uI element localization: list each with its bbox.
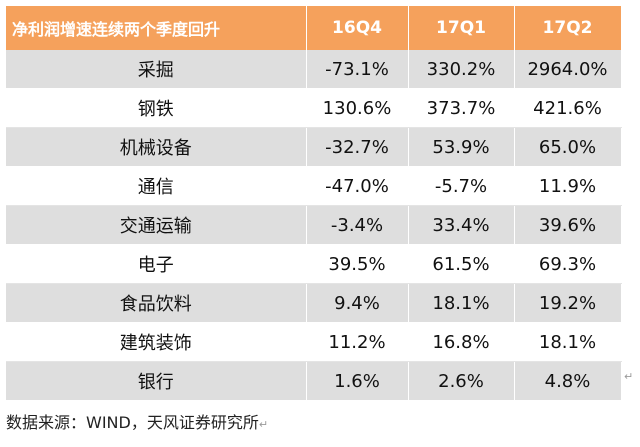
table-row: 钢铁 130.6% 373.7% 421.6%	[6, 88, 622, 128]
header-cell: 净利润增速连续两个季度回升	[6, 6, 307, 50]
industry-cell: 采掘	[6, 50, 307, 89]
value-cell: 330.2%	[408, 50, 515, 89]
table-row: 食品饮料 9.4% 18.1% 19.2%	[6, 283, 622, 323]
value-cell: 69.3%	[514, 244, 622, 284]
value-cell: 421.6%	[514, 88, 622, 128]
value-cell: -73.1%	[306, 50, 409, 89]
table-row: 建筑装饰 11.2% 16.8% 18.1%	[6, 322, 622, 362]
value-cell: 1.6%	[306, 361, 409, 401]
table-row: 银行 1.6% 2.6% 4.8%	[6, 361, 622, 401]
value-cell: 65.0%	[514, 127, 622, 167]
table-row: 交通运输 -3.4% 33.4% 39.6%	[6, 205, 622, 245]
value-cell: 61.5%	[408, 244, 515, 284]
industry-cell: 银行	[6, 361, 307, 401]
paragraph-mark: ↵	[258, 418, 269, 431]
value-cell: 39.6%	[514, 205, 622, 245]
source-note: 数据来源：WIND，天风证券研究所↵	[6, 409, 268, 433]
industry-cell: 交通运输	[6, 205, 307, 245]
value-cell: 4.8%	[514, 361, 622, 401]
cell-end-mark: ↵	[624, 370, 634, 383]
value-cell: 33.4%	[408, 205, 515, 245]
value-cell: 39.5%	[306, 244, 409, 284]
value-cell: 373.7%	[408, 88, 515, 128]
table-row: 采掘 -73.1% 330.2% 2964.0%	[6, 50, 622, 89]
header-cell: 17Q2	[514, 6, 622, 50]
header-row: 净利润增速连续两个季度回升 16Q4 17Q1 17Q2	[6, 6, 622, 50]
value-cell: -3.4%	[306, 205, 409, 245]
source-text: 数据来源：WIND，天风证券研究所	[6, 413, 259, 432]
industry-cell: 建筑装饰	[6, 322, 307, 362]
industry-cell: 食品饮料	[6, 283, 307, 323]
value-cell: 11.2%	[306, 322, 409, 362]
header-cell: 16Q4	[306, 6, 409, 50]
value-cell: 130.6%	[306, 88, 409, 128]
value-cell: 9.4%	[306, 283, 409, 323]
industry-cell: 机械设备	[6, 127, 307, 167]
table-row: 通信 -47.0% -5.7% 11.9%	[6, 166, 622, 206]
value-cell: 18.1%	[408, 283, 515, 323]
header-cell: 17Q1	[408, 6, 515, 50]
value-cell: -47.0%	[306, 166, 409, 206]
value-cell: 11.9%	[514, 166, 622, 206]
industry-cell: 通信	[6, 166, 307, 206]
data-table: 净利润增速连续两个季度回升 16Q4 17Q1 17Q2 采掘 -73.1% 3…	[6, 6, 622, 401]
value-cell: 53.9%	[408, 127, 515, 167]
value-cell: 18.1%	[514, 322, 622, 362]
value-cell: -5.7%	[408, 166, 515, 206]
value-cell: 2964.0%	[514, 50, 622, 89]
value-cell: 19.2%	[514, 283, 622, 323]
value-cell: 16.8%	[408, 322, 515, 362]
value-cell: 2.6%	[408, 361, 515, 401]
industry-cell: 钢铁	[6, 88, 307, 128]
industry-cell: 电子	[6, 244, 307, 284]
table-row: 电子 39.5% 61.5% 69.3%	[6, 244, 622, 284]
table-row: 机械设备 -32.7% 53.9% 65.0%	[6, 127, 622, 167]
value-cell: -32.7%	[306, 127, 409, 167]
